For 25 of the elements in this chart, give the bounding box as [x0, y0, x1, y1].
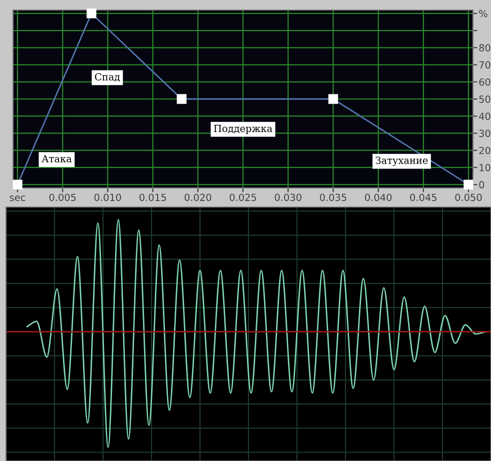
x-tick-label: sec: [10, 196, 26, 202]
annotation: Спад: [94, 73, 120, 82]
x-tick-label: 0.005: [49, 194, 76, 202]
annotation: Поддержка: [214, 124, 272, 134]
y-tick-label: %: [479, 10, 488, 18]
y-tick-label: 10: [480, 164, 490, 172]
x-tick-label: 0.010: [94, 194, 121, 202]
annotation: Атака: [42, 155, 72, 162]
y-tick-label: 80: [479, 44, 490, 52]
x-tick-label: 0.020: [184, 194, 212, 202]
x-tick-label: 0.050: [455, 194, 482, 202]
x-tick-label: 0.040: [365, 194, 392, 202]
x-tick-label: 0.015: [140, 194, 166, 202]
y-tick-label: 0: [479, 181, 484, 188]
x-tick-label: 0.025: [230, 194, 256, 202]
annotation: Затухание: [376, 156, 428, 166]
y-tick-label: 70: [479, 61, 490, 69]
y-tick-label: 60: [479, 78, 490, 86]
y-tick-label: 20: [479, 146, 490, 154]
x-tick-label: 0.035: [320, 194, 346, 202]
y-tick-label: 30: [479, 130, 490, 138]
y-tick-label: 40: [479, 112, 490, 120]
x-tick-label: 0.045: [410, 194, 436, 202]
y-tick-label: 50: [479, 95, 490, 103]
x-tick-label: 0.030: [274, 194, 302, 202]
